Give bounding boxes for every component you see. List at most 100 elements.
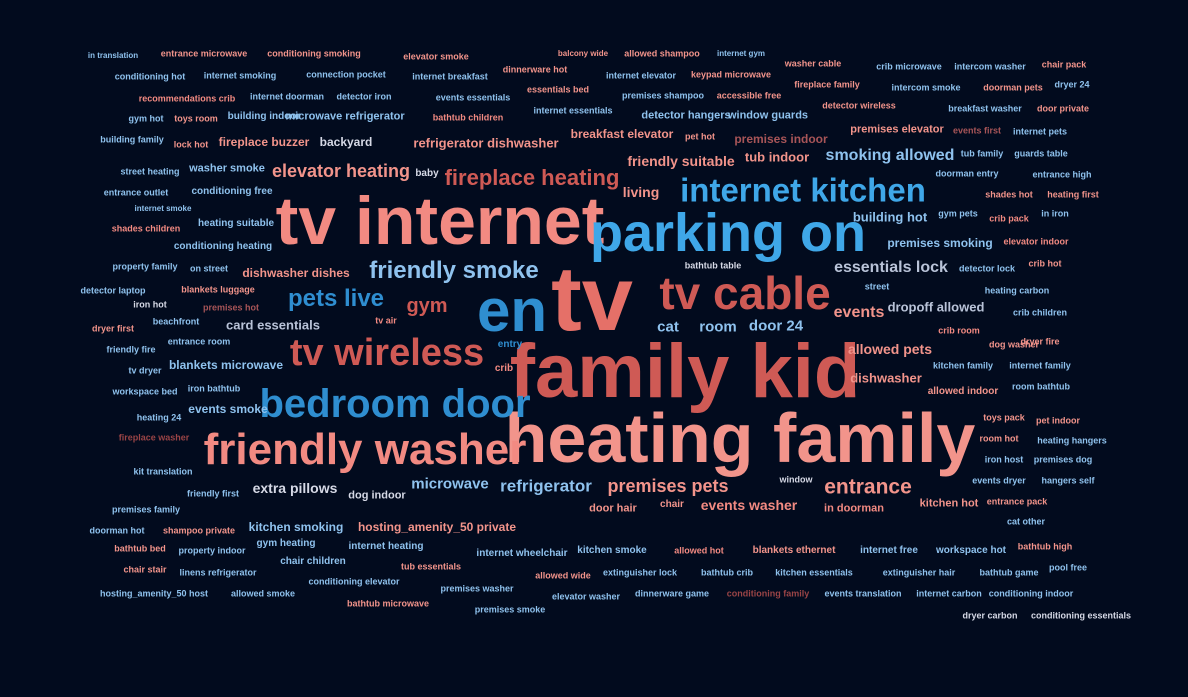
- cloud-word: lock hot: [173, 139, 209, 150]
- cloud-word: premises family: [111, 504, 181, 515]
- cloud-word: internet carbon: [916, 588, 982, 599]
- cloud-word: elevator smoke: [403, 51, 469, 62]
- cloud-word: street: [864, 281, 890, 292]
- cloud-word: gym pets: [938, 208, 978, 219]
- cloud-word: chair pack: [1041, 59, 1087, 70]
- cloud-word: kitchen smoking: [248, 520, 344, 534]
- cloud-word: building hot: [852, 209, 928, 225]
- cloud-word: dryer carbon: [962, 610, 1018, 621]
- cloud-word: entry: [497, 339, 523, 350]
- cloud-word: keypad microwave: [690, 69, 772, 80]
- cloud-word: dishwasher: [850, 370, 922, 386]
- cloud-word: gym heating: [256, 538, 316, 549]
- cloud-word: breakfast elevator: [570, 127, 674, 141]
- cloud-word: entrance: [824, 475, 912, 499]
- cloud-word: pet hot: [685, 131, 715, 142]
- cloud-word: chair: [660, 499, 684, 510]
- cloud-word: doorman entry: [935, 168, 999, 179]
- cloud-word: friendly suitable: [627, 153, 735, 169]
- cloud-word: shades children: [111, 223, 181, 234]
- cloud-word: essentials bed: [526, 84, 590, 95]
- cloud-word: conditioning indoor: [988, 588, 1074, 599]
- cloud-word: gym hot: [128, 113, 164, 124]
- cloud-word: in doorman: [824, 502, 884, 515]
- cloud-word: blankets ethernet: [752, 545, 836, 556]
- cloud-word: room hot: [979, 433, 1019, 444]
- cloud-word: events essentials: [435, 92, 511, 103]
- cloud-word: events: [833, 304, 885, 321]
- cloud-word: dog washer: [988, 339, 1040, 350]
- cloud-word: friendly first: [186, 488, 240, 499]
- cloud-word: tv internet: [275, 183, 605, 259]
- cloud-word: fireplace buzzer: [218, 135, 310, 149]
- cloud-word: bathtub game: [979, 567, 1039, 578]
- cloud-word: door 24: [748, 317, 804, 335]
- cloud-word: washer smoke: [189, 162, 265, 175]
- cloud-word: internet family: [1009, 360, 1071, 371]
- cloud-word: elevator heating: [271, 161, 411, 181]
- cloud-word: in translation: [87, 51, 139, 60]
- cloud-word: internet smoke: [134, 204, 192, 213]
- cloud-word: doorman pets: [983, 82, 1043, 93]
- cloud-word: microwave: [411, 475, 489, 493]
- cloud-word: bathtub table: [684, 260, 742, 271]
- cloud-word: premises elevator: [850, 123, 944, 136]
- cloud-word: dryer 24: [1054, 79, 1090, 90]
- cloud-word: conditioning hot: [114, 71, 186, 82]
- cloud-word: internet breakfast: [412, 71, 488, 82]
- cloud-word: hosting_amenity_50 private: [357, 520, 517, 534]
- cloud-word: parking on: [589, 203, 867, 263]
- cloud-word: elevator washer: [551, 591, 621, 602]
- cloud-word: conditioning family: [726, 588, 810, 599]
- cloud-word: recommendations crib: [138, 93, 236, 104]
- cloud-word: premises indoor: [734, 132, 828, 146]
- cloud-word: chair children: [280, 556, 346, 567]
- cloud-word: blankets microwave: [168, 358, 284, 372]
- cloud-word: refrigerator: [500, 476, 592, 496]
- cloud-word: conditioning heating: [173, 241, 273, 252]
- cloud-word: accessible free: [716, 90, 782, 101]
- cloud-word: entrance room: [167, 336, 231, 347]
- cloud-word: detector laptop: [80, 285, 146, 296]
- cloud-word: entrance outlet: [103, 187, 169, 198]
- cloud-word: conditioning free: [191, 186, 273, 197]
- cloud-word: iron host: [984, 454, 1024, 465]
- cloud-word: window: [779, 474, 813, 485]
- cloud-word: cat: [657, 318, 679, 336]
- cloud-word: premises shampoo: [621, 90, 705, 101]
- cloud-word: tv dryer: [128, 365, 162, 376]
- cloud-word: on street: [189, 263, 229, 274]
- cloud-word: internet gym: [716, 49, 766, 58]
- cloud-word: door private: [1036, 103, 1090, 114]
- cloud-word: bathtub crib: [701, 567, 753, 578]
- cloud-word: heating family: [504, 399, 976, 477]
- cloud-word: doorman hot: [89, 525, 145, 536]
- cloud-word: events first: [952, 125, 1002, 136]
- cloud-word: crib room: [938, 325, 980, 336]
- cloud-word: family kid: [509, 329, 861, 414]
- cloud-word: backyard: [319, 135, 373, 149]
- cloud-word: blankets luggage: [181, 284, 255, 295]
- cloud-word: fireplace washer: [118, 432, 190, 443]
- cloud-word: detector lock: [958, 263, 1016, 274]
- cloud-word: detector hangers: [641, 109, 731, 122]
- cloud-word: allowed hot: [674, 545, 724, 556]
- cloud-word: beachfront: [152, 316, 200, 327]
- cloud-word: smoking allowed: [825, 147, 955, 164]
- cloud-word: guards table: [1014, 148, 1068, 159]
- cloud-word: internet kitchen: [680, 171, 926, 209]
- cloud-word: breakfast washer: [948, 103, 1022, 114]
- cloud-word: property family: [112, 261, 178, 272]
- cloud-word: friendly smoke: [369, 257, 539, 284]
- cloud-word: room: [699, 318, 737, 336]
- cloud-word: microwave refrigerator: [285, 110, 405, 123]
- cloud-word: internet wheelchair: [476, 548, 568, 559]
- cloud-word: dinnerware game: [634, 588, 710, 599]
- cloud-word: allowed shampoo: [624, 48, 700, 59]
- cloud-word: street heating: [120, 166, 180, 177]
- cloud-word: heating 24: [136, 412, 182, 423]
- cloud-word: pool free: [1048, 562, 1088, 573]
- cloud-word: in iron: [1041, 208, 1069, 219]
- cloud-word: conditioning essentials: [1030, 610, 1132, 621]
- cloud-word: events translation: [824, 588, 902, 599]
